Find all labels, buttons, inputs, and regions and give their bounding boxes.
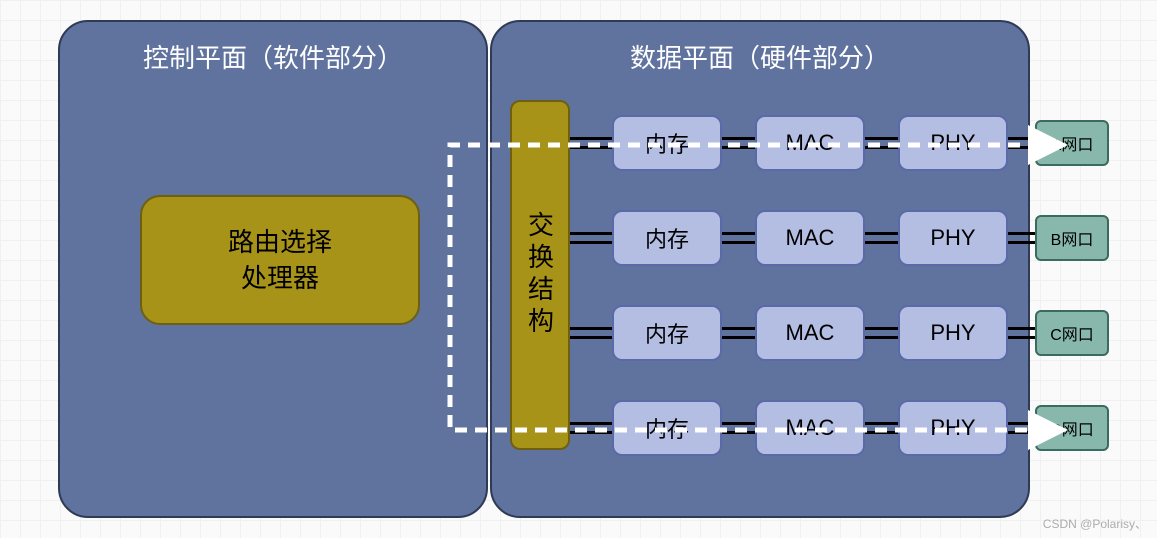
bus-segment (722, 422, 755, 434)
bus-segment (722, 137, 755, 149)
phy-box: PHY (898, 305, 1008, 361)
mac-box: MAC (755, 305, 865, 361)
bus-segment (570, 327, 612, 339)
phy-box: PHY (898, 115, 1008, 171)
net-port: D网口 (1035, 405, 1109, 451)
bus-segment (570, 137, 612, 149)
bus-segment (722, 232, 755, 244)
net-port: C网口 (1035, 310, 1109, 356)
bus-segment (1008, 137, 1035, 149)
net-port: B网口 (1035, 215, 1109, 261)
bus-segment (1008, 327, 1035, 339)
bus-segment (865, 232, 898, 244)
mac-box: MAC (755, 400, 865, 456)
routing-processor-label: 路由选择 处理器 (228, 224, 332, 297)
switch-fabric-label: 交换结构 (522, 211, 559, 339)
net-port: A网口 (1035, 120, 1109, 166)
mem-box: 内存 (612, 305, 722, 361)
control-plane-title: 控制平面（软件部分） (60, 38, 486, 75)
mem-box: 内存 (612, 210, 722, 266)
bus-segment (722, 327, 755, 339)
bus-segment (865, 422, 898, 434)
data-plane-title: 数据平面（硬件部分） (492, 38, 1028, 75)
bus-segment (570, 422, 612, 434)
bus-segment (865, 137, 898, 149)
bus-segment (570, 232, 612, 244)
mem-box: 内存 (612, 400, 722, 456)
mac-box: MAC (755, 115, 865, 171)
mem-box: 内存 (612, 115, 722, 171)
mac-box: MAC (755, 210, 865, 266)
switch-fabric: 交换结构 (510, 100, 570, 450)
phy-box: PHY (898, 210, 1008, 266)
watermark: CSDN @Polarisy、 (1043, 515, 1147, 532)
routing-processor: 路由选择 处理器 (140, 195, 420, 325)
phy-box: PHY (898, 400, 1008, 456)
bus-segment (1008, 422, 1035, 434)
bus-segment (865, 327, 898, 339)
bus-segment (1008, 232, 1035, 244)
